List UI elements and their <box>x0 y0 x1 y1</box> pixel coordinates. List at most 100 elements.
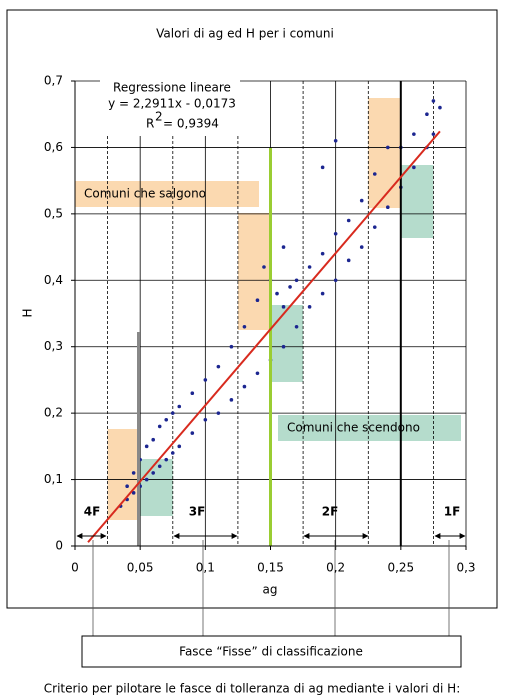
y-axis-label: H <box>21 308 35 317</box>
point <box>307 265 312 269</box>
point <box>216 411 221 415</box>
point <box>346 218 351 223</box>
point <box>320 291 325 296</box>
point <box>294 324 299 329</box>
y-tick-label: 0,4 <box>44 273 63 287</box>
footer-box-label: Fasce “Fisse” di classificazione <box>179 645 363 659</box>
y-tick-label: 0,7 <box>44 74 63 88</box>
r2-text: = 0,9394 <box>163 117 219 131</box>
point <box>281 245 286 249</box>
point <box>307 305 312 309</box>
regression-box <box>100 80 240 136</box>
point <box>203 417 208 422</box>
point <box>177 404 182 409</box>
band-label: 3F <box>189 505 206 519</box>
point <box>359 198 364 203</box>
regression-equation: y = 2,2911x - 0,0173 <box>108 97 236 111</box>
point <box>288 285 292 289</box>
r2-symbol: R <box>146 117 154 131</box>
points <box>118 99 442 508</box>
point <box>438 105 442 110</box>
down-label: Comuni che scendono <box>287 421 420 435</box>
y-tick-label: 0,3 <box>44 339 63 353</box>
point <box>372 225 377 229</box>
point <box>386 145 390 150</box>
y-tick-label: 0 <box>55 539 63 553</box>
point <box>151 437 155 442</box>
point <box>242 384 247 389</box>
point <box>262 265 266 269</box>
point <box>190 391 195 396</box>
point <box>255 298 260 303</box>
point <box>412 165 416 170</box>
point <box>157 464 162 469</box>
point <box>333 138 338 143</box>
point <box>177 444 182 449</box>
down-zone <box>140 459 173 516</box>
x-tick-label: 0,2 <box>326 561 345 575</box>
point <box>359 245 364 249</box>
regression <box>87 130 441 543</box>
point <box>229 344 234 349</box>
up-label: Comuni che salgono <box>84 187 206 201</box>
point <box>203 378 208 382</box>
point <box>190 431 195 435</box>
chart-frame <box>6 9 498 609</box>
connectors <box>92 540 450 636</box>
x-axis-label: ag <box>263 583 278 597</box>
point <box>170 411 175 415</box>
point <box>125 484 129 489</box>
point <box>320 165 325 170</box>
point <box>333 231 338 236</box>
point <box>281 344 286 349</box>
up-zone <box>107 429 141 520</box>
point <box>151 471 155 475</box>
up-zone <box>238 213 271 330</box>
regression-title: Regressione lineare <box>113 81 231 95</box>
chart-title: Valori di ag ed H per i comuni <box>156 27 334 41</box>
up-label-box <box>75 181 259 207</box>
x-tick-label: 0,1 <box>196 561 215 575</box>
down-zone <box>270 305 304 382</box>
point <box>144 477 149 482</box>
x-tick-label: 0,3 <box>456 561 475 575</box>
point <box>216 364 221 369</box>
point <box>131 471 136 475</box>
down-zone <box>400 165 434 238</box>
point <box>412 132 416 136</box>
y-tick-label: 0,5 <box>44 206 63 220</box>
y-tick-label: 0,6 <box>44 140 63 154</box>
r2-power: 2 <box>155 110 163 124</box>
x-tick-label: 0,15 <box>257 561 284 575</box>
point <box>320 251 325 256</box>
caption: Criterio per pilotare le fasce di toller… <box>44 682 460 696</box>
point <box>164 457 169 462</box>
x-tick-label: 0,25 <box>387 561 414 575</box>
point <box>229 398 234 402</box>
footer-box <box>81 635 462 668</box>
down-label-box <box>278 415 461 441</box>
point <box>170 451 175 455</box>
y-tick-label: 0,1 <box>44 472 63 486</box>
band-label: 2F <box>322 505 339 519</box>
x-tick-label: 0 <box>71 561 79 575</box>
point <box>386 205 390 210</box>
point <box>431 132 436 136</box>
point <box>275 291 279 296</box>
point <box>346 258 351 263</box>
point <box>144 444 149 449</box>
band-label: 4F <box>84 505 101 519</box>
point <box>425 112 429 117</box>
point <box>294 278 299 283</box>
point <box>333 278 338 283</box>
point <box>372 172 377 176</box>
point <box>157 424 162 429</box>
band-label: 1F <box>444 505 461 519</box>
y-tick-label: 0,2 <box>44 406 63 420</box>
up-zone <box>368 98 401 208</box>
x-tick-label: 0,05 <box>127 561 154 575</box>
point <box>281 305 286 309</box>
point <box>242 324 247 329</box>
